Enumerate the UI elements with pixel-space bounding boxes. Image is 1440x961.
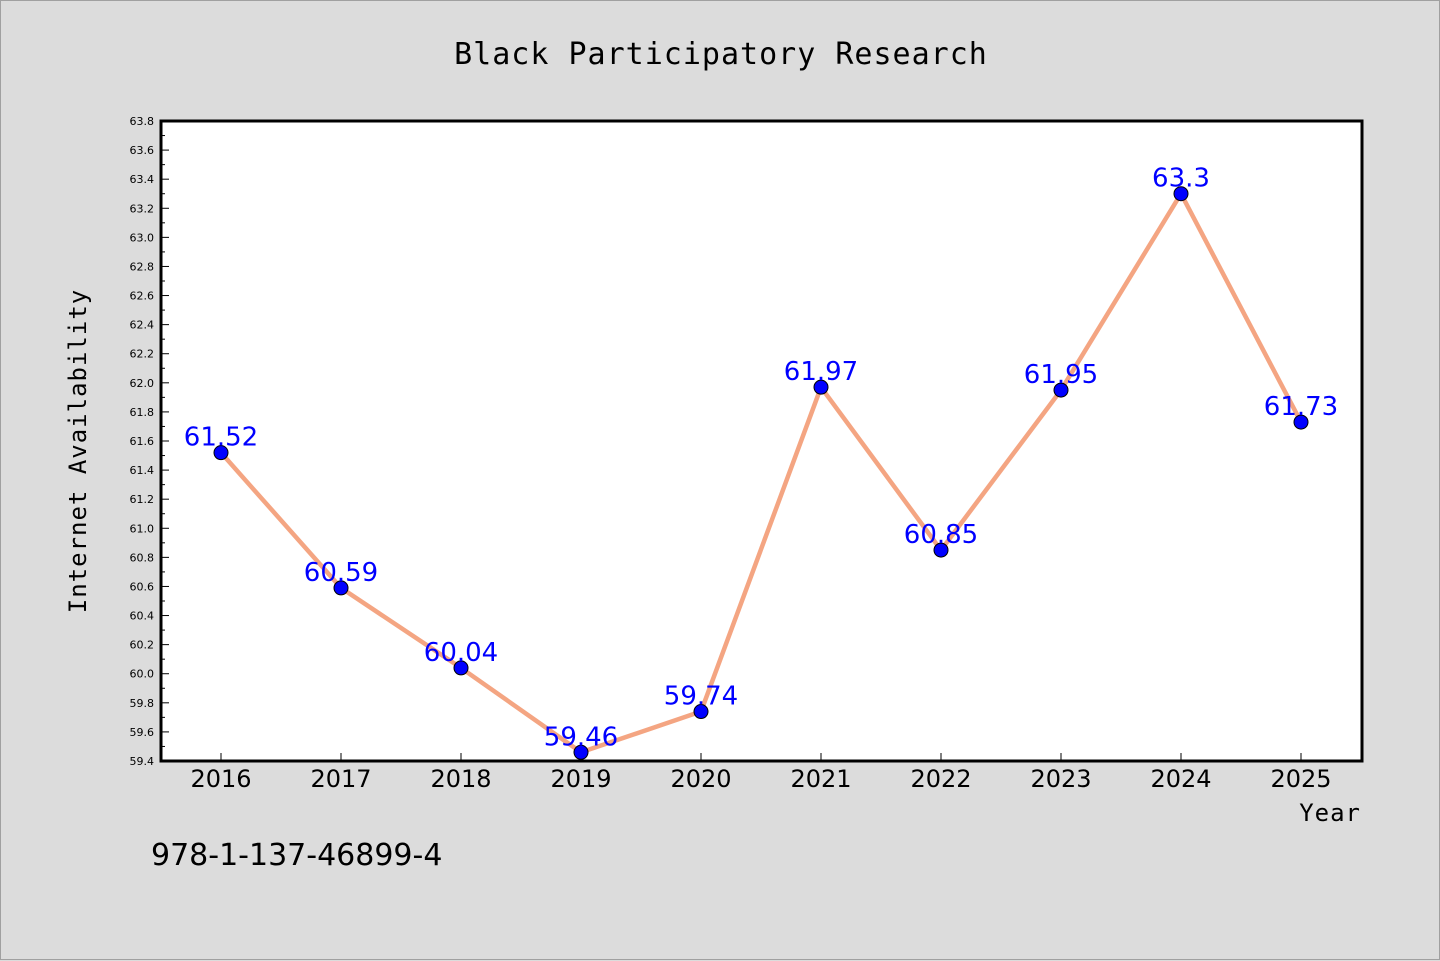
data-point-label: 60.85 (904, 520, 978, 550)
y-tick-label: 62.2 (130, 348, 155, 361)
y-axis-label: Internet Availability (64, 289, 92, 613)
data-point-marker (573, 744, 589, 760)
x-tick-label: 2023 (1030, 765, 1091, 793)
y-tick-label: 59.4 (130, 755, 155, 768)
x-tick-label: 2024 (1150, 765, 1211, 793)
y-tick-label: 61.6 (130, 435, 155, 448)
y-tick-label: 60.2 (130, 639, 155, 652)
data-point-label: 59.46 (544, 722, 618, 752)
data-point-marker (693, 704, 709, 720)
data-point-marker (1293, 414, 1309, 430)
x-tick-label: 2019 (550, 765, 611, 793)
y-tick-label: 63.6 (130, 144, 155, 157)
x-tick-label: 2016 (190, 765, 251, 793)
y-tick-label: 62.4 (130, 319, 155, 332)
data-point-marker (813, 379, 829, 395)
y-tick-label: 63.0 (130, 231, 155, 244)
x-tick-label: 2022 (910, 765, 971, 793)
data-point-label: 61.73 (1264, 392, 1338, 422)
x-axis: 2016 2017 2018 2019 2020 2021 2022 2023 2024 2025 (190, 753, 1332, 793)
y-tick-label: 60.8 (130, 551, 155, 564)
data-point-label: 60.59 (304, 558, 378, 588)
y-tick-label: 62.0 (130, 377, 155, 390)
x-tick-label: 2017 (310, 765, 371, 793)
y-axis: 59.4 59.6 59.8 60.0 60.2 60.4 60.6 60.8 61.0 61.2… (130, 115, 169, 768)
series-group: 61.52 60.59 60.04 59.46 59.74 61.97 60.85 61.95… (184, 164, 1338, 760)
y-tick-label: 60.6 (130, 580, 155, 593)
y-tick-label: 61.8 (130, 406, 155, 419)
y-tick-label: 61.0 (130, 522, 155, 535)
isbn-text: 978-1-137-46899-4 (151, 838, 442, 873)
data-point-label: 61.52 (184, 423, 258, 453)
data-point-label: 61.95 (1024, 360, 1098, 390)
data-point-marker (213, 445, 229, 461)
y-tick-label: 59.6 (130, 726, 155, 739)
chart-title: Black Participatory Research (454, 37, 988, 72)
data-point-marker (933, 542, 949, 558)
y-tick-label: 63.4 (130, 173, 155, 186)
data-point-label: 60.04 (424, 638, 498, 668)
data-point-label: 63.3 (1152, 164, 1210, 194)
data-point-marker (1053, 382, 1069, 398)
x-axis-label: Year (1299, 799, 1361, 827)
y-tick-label: 61.4 (130, 464, 155, 477)
data-point-label: 61.97 (784, 357, 858, 387)
y-tick-label: 60.4 (130, 610, 155, 623)
y-tick-label: 62.6 (130, 290, 155, 303)
y-tick-label: 59.8 (130, 697, 155, 710)
y-tick-label: 63.2 (130, 202, 155, 215)
y-tick-label: 62.8 (130, 260, 155, 273)
x-tick-label: 2025 (1270, 765, 1331, 793)
y-tick-label: 60.0 (130, 668, 155, 681)
plot-area (159, 119, 1364, 763)
series-line (219, 191, 1303, 755)
data-point-marker (1173, 186, 1189, 202)
data-point-marker (333, 580, 349, 596)
x-tick-label: 2020 (670, 765, 731, 793)
y-tick-label: 61.2 (130, 493, 155, 506)
data-point-label: 59.74 (664, 682, 738, 712)
x-tick-label: 2021 (790, 765, 851, 793)
y-tick-label: 63.8 (130, 115, 155, 128)
x-tick-label: 2018 (430, 765, 491, 793)
data-point-marker (453, 660, 469, 676)
